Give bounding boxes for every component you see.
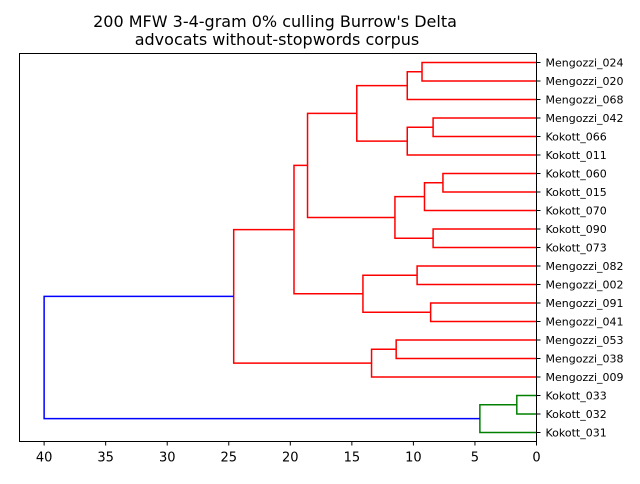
leaf-label-Kokott_090: Kokott_090	[546, 223, 607, 236]
x-tick-label-5: 5	[471, 451, 479, 466]
dendrogram-link-6	[442, 172, 537, 193]
dendrogram-link-20	[43, 295, 480, 420]
dendrogram-link-7	[423, 182, 537, 212]
leaf-label-Kokott_015: Kokott_015	[546, 186, 607, 199]
leaf-label-Mengozzi_024: Mengozzi_024	[546, 57, 624, 70]
leaf-label-Mengozzi_068: Mengozzi_068	[546, 94, 624, 107]
dendrogram-link-8	[432, 228, 537, 249]
dendrogram-link-15	[395, 339, 537, 360]
x-axis: 40 35 30 25 20 15 10 5 0	[36, 441, 541, 466]
x-tick-label-25: 25	[220, 451, 237, 466]
leaf-label-Mengozzi_041: Mengozzi_041	[546, 316, 624, 329]
dendrogram-link-2	[406, 71, 537, 101]
dendrogram-link-18	[516, 394, 537, 415]
dendrogram-links	[43, 61, 537, 434]
leaf-label-Mengozzi_009: Mengozzi_009	[546, 371, 624, 384]
x-tick-label-20: 20	[282, 451, 299, 466]
dendrogram-link-11	[416, 265, 537, 286]
x-tick-label-35: 35	[97, 451, 114, 466]
leaf-label-Mengozzi_053: Mengozzi_053	[546, 334, 624, 347]
x-tick-label-10: 10	[405, 451, 422, 466]
dendrogram-link-19	[479, 404, 537, 434]
leaf-label-Mengozzi_042: Mengozzi_042	[546, 112, 624, 125]
leaf-label-Mengozzi_038: Mengozzi_038	[546, 353, 624, 366]
leaf-label-Mengozzi_020: Mengozzi_020	[546, 75, 624, 88]
dendrogram-link-3	[432, 117, 537, 138]
leaf-label-Mengozzi_002: Mengozzi_002	[546, 279, 624, 292]
dendrogram-link-14	[293, 164, 363, 295]
x-tick-label-15: 15	[344, 451, 361, 466]
dendrogram-link-4	[406, 126, 537, 156]
leaf-label-Kokott_073: Kokott_073	[546, 242, 607, 255]
leaf-label-Kokott_060: Kokott_060	[546, 168, 607, 181]
x-tick-label-0: 0	[532, 451, 540, 466]
leaf-label-Kokott_033: Kokott_033	[546, 390, 607, 403]
dendrogram-link-17	[232, 228, 372, 364]
dendrogram-link-5	[356, 84, 408, 142]
x-tick-label-30: 30	[159, 451, 176, 466]
x-tick-label-40: 40	[36, 451, 53, 466]
leaf-label-Kokott_032: Kokott_032	[546, 408, 607, 421]
leaf-label-Kokott_031: Kokott_031	[546, 427, 607, 440]
leaf-label-Kokott_066: Kokott_066	[546, 131, 607, 144]
dendrogram-link-1	[421, 61, 537, 82]
chart-title-line-2: advocats without-stopwords corpus	[135, 30, 420, 49]
dendrogram-link-13	[362, 274, 431, 313]
dendrogram-link-9	[394, 195, 434, 239]
y-axis: Mengozzi_024 Mengozzi_020 Mengozzi_068 Meng…	[536, 57, 624, 440]
chart-title-line-1: 200 MFW 3-4-gram 0% culling Burrow's Del…	[93, 12, 457, 31]
leaf-label-Mengozzi_082: Mengozzi_082	[546, 260, 624, 273]
dendrogram-link-12	[429, 302, 537, 323]
leaf-label-Kokott_011: Kokott_011	[546, 149, 607, 162]
leaf-label-Mengozzi_091: Mengozzi_091	[546, 297, 624, 310]
dendrogram-link-10	[306, 112, 395, 219]
leaf-label-Kokott_070: Kokott_070	[546, 205, 607, 218]
